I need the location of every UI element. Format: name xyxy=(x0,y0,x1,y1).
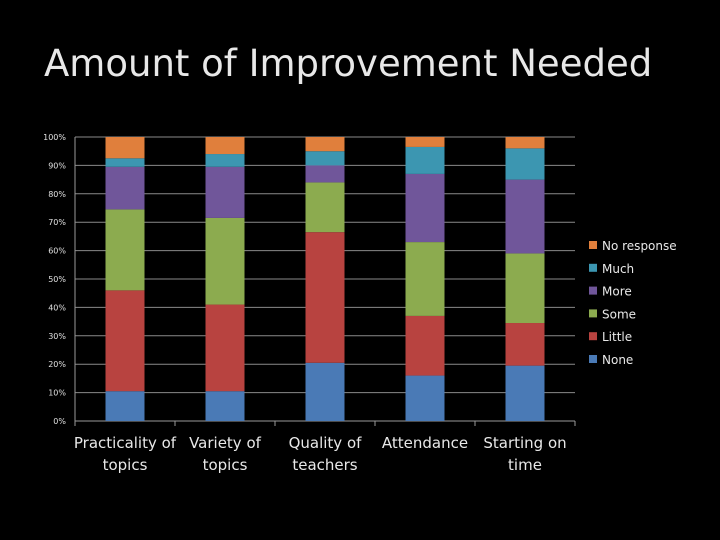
bar-segment-more xyxy=(405,173,445,243)
bar-segment-no-response xyxy=(105,137,145,159)
bar-segment-more xyxy=(205,166,245,218)
bar-segment-much xyxy=(405,146,445,174)
y-tick-label: 90% xyxy=(48,161,66,170)
legend-swatch-more xyxy=(589,286,597,295)
bar-segment-much xyxy=(505,148,545,180)
bar-segment-no-response xyxy=(305,137,345,152)
y-tick-label: 10% xyxy=(48,389,66,398)
bar-segment-no-response xyxy=(505,137,545,149)
legend-label-some: Some xyxy=(602,307,636,321)
y-tick-label: 30% xyxy=(48,332,66,341)
y-tick-label: 80% xyxy=(48,190,66,199)
legend-label-no-response: No response xyxy=(602,239,677,253)
bar-segment-more xyxy=(305,165,345,183)
x-category-label: teachers xyxy=(292,456,357,474)
bar-segment-much xyxy=(105,158,145,167)
bar-segment-none xyxy=(305,362,345,421)
bar-segment-little xyxy=(105,290,145,392)
bar-segment-much xyxy=(205,154,245,167)
bar-segment-no-response xyxy=(205,137,245,155)
legend-swatch-little xyxy=(589,332,597,341)
legend-label-none: None xyxy=(602,353,633,367)
bar-segment-some xyxy=(405,242,445,316)
bar-segment-none xyxy=(205,391,245,421)
x-category-label: Quality of xyxy=(289,434,363,452)
bar-segment-some xyxy=(105,209,145,291)
bar-segment-more xyxy=(105,166,145,210)
legend-swatch-some xyxy=(589,309,597,318)
y-tick-label: 70% xyxy=(48,218,66,227)
bar-segment-some xyxy=(505,253,545,324)
bar-segment-none xyxy=(405,375,445,421)
legend-label-much: Much xyxy=(602,262,634,276)
bar-segment-none xyxy=(105,391,145,421)
legend-label-more: More xyxy=(602,285,632,299)
y-tick-label: 50% xyxy=(48,275,66,284)
bar-segment-none xyxy=(505,365,545,421)
y-tick-label: 20% xyxy=(48,360,66,369)
bar-segment-some xyxy=(305,182,345,233)
bar-segment-little xyxy=(505,323,545,366)
x-category-label: Attendance xyxy=(382,434,468,452)
bar-segment-little xyxy=(405,315,445,376)
x-category-label: Starting on xyxy=(483,434,566,452)
x-category-label: topics xyxy=(203,456,248,474)
bar-segment-little xyxy=(205,304,245,392)
x-category-label: time xyxy=(508,456,542,474)
bar-segment-much xyxy=(305,151,345,166)
legend-label-little: Little xyxy=(602,330,632,344)
y-tick-label: 40% xyxy=(48,303,66,312)
y-tick-label: 60% xyxy=(48,247,66,256)
legend-swatch-none xyxy=(589,355,597,363)
legend-swatch-much xyxy=(589,263,597,272)
bar-segment-some xyxy=(205,217,245,305)
x-category-label: Practicality of xyxy=(74,434,177,452)
y-tick-label: 100% xyxy=(43,133,66,142)
bar-segment-no-response xyxy=(405,137,445,147)
y-tick-label: 0% xyxy=(53,417,66,426)
legend-swatch-no-response xyxy=(589,241,597,249)
bar-segment-more xyxy=(505,179,545,254)
x-category-label: Variety of xyxy=(189,434,262,452)
chart-title: Amount of Improvement Needed xyxy=(44,42,653,85)
x-category-label: topics xyxy=(103,456,148,474)
bar-segment-little xyxy=(305,232,345,363)
